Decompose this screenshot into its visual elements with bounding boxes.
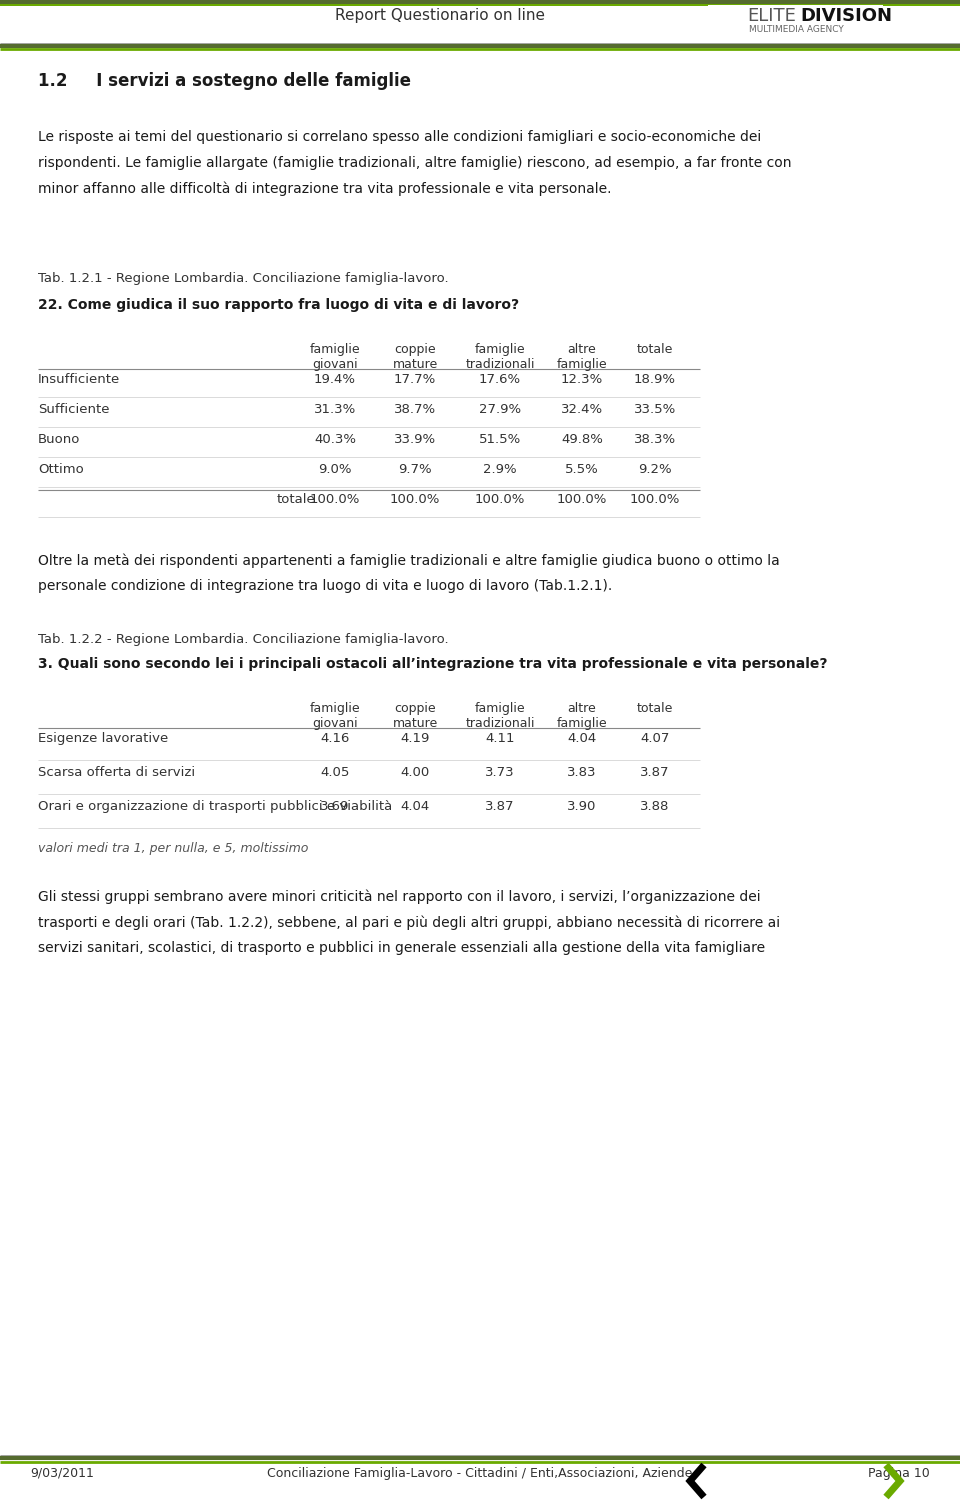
Text: 51.5%: 51.5% <box>479 433 521 447</box>
Text: 3.83: 3.83 <box>567 766 597 779</box>
Text: 100.0%: 100.0% <box>390 493 441 505</box>
Text: coppie
mature: coppie mature <box>393 343 438 371</box>
Bar <box>708 5 883 41</box>
Text: famiglie
giovani: famiglie giovani <box>310 702 360 729</box>
Text: 38.3%: 38.3% <box>634 433 676 447</box>
Text: 9.0%: 9.0% <box>319 463 351 475</box>
Text: 19.4%: 19.4% <box>314 373 356 387</box>
Text: 4.04: 4.04 <box>400 800 430 814</box>
Text: Gli stessi gruppi sembrano avere minori criticità nel rapporto con il lavoro, i : Gli stessi gruppi sembrano avere minori … <box>38 889 760 904</box>
Text: Ottimo: Ottimo <box>38 463 84 475</box>
Text: Tab. 1.2.2 - Regione Lombardia. Conciliazione famiglia-lavoro.: Tab. 1.2.2 - Regione Lombardia. Concilia… <box>38 633 448 647</box>
Text: rispondenti. Le famiglie allargate (famiglie tradizionali, altre famiglie) riesc: rispondenti. Le famiglie allargate (fami… <box>38 156 791 170</box>
Bar <box>0 5 960 6</box>
Text: famiglie
tradizionali: famiglie tradizionali <box>466 702 535 729</box>
Text: 12.3%: 12.3% <box>561 373 603 387</box>
Text: Conciliazione Famiglia-Lavoro - Cittadini / Enti,Associazioni, Aziende: Conciliazione Famiglia-Lavoro - Cittadin… <box>267 1466 693 1480</box>
Text: 32.4%: 32.4% <box>561 403 603 417</box>
Text: Pagina 10: Pagina 10 <box>868 1466 930 1480</box>
Text: Buono: Buono <box>38 433 81 447</box>
Text: 4.05: 4.05 <box>321 766 349 779</box>
Text: 5.5%: 5.5% <box>565 463 599 475</box>
Text: 3.88: 3.88 <box>640 800 670 814</box>
Text: 38.7%: 38.7% <box>394 403 436 417</box>
Text: Insufficiente: Insufficiente <box>38 373 120 387</box>
Bar <box>0 0 960 5</box>
Text: 3.87: 3.87 <box>640 766 670 779</box>
Text: Scarsa offerta di servizi: Scarsa offerta di servizi <box>38 766 195 779</box>
Text: servizi sanitari, scolastici, di trasporto e pubblici in generale essenziali all: servizi sanitari, scolastici, di traspor… <box>38 942 765 955</box>
Text: Orari e organizzazione di trasporti pubblici e viabilità: Orari e organizzazione di trasporti pubb… <box>38 800 393 814</box>
Text: valori medi tra 1, per nulla, e 5, moltissimo: valori medi tra 1, per nulla, e 5, molti… <box>38 842 308 854</box>
Text: totale: totale <box>636 702 673 714</box>
Text: MULTIMEDIA AGENCY: MULTIMEDIA AGENCY <box>749 26 844 35</box>
Text: 4.07: 4.07 <box>640 732 670 744</box>
Text: Esigenze lavorative: Esigenze lavorative <box>38 732 168 744</box>
Text: 100.0%: 100.0% <box>557 493 607 505</box>
Text: 17.6%: 17.6% <box>479 373 521 387</box>
Text: 4.11: 4.11 <box>485 732 515 744</box>
Text: 49.8%: 49.8% <box>561 433 603 447</box>
Text: 40.3%: 40.3% <box>314 433 356 447</box>
Text: 9.2%: 9.2% <box>638 463 672 475</box>
Text: 3. Quali sono secondo lei i principali ostacoli all’integrazione tra vita profes: 3. Quali sono secondo lei i principali o… <box>38 657 828 671</box>
Text: 2.9%: 2.9% <box>483 463 516 475</box>
Text: 3.69: 3.69 <box>321 800 349 814</box>
Text: 3.90: 3.90 <box>567 800 597 814</box>
Bar <box>708 5 883 41</box>
Bar <box>0 6 960 44</box>
Text: 100.0%: 100.0% <box>475 493 525 505</box>
Text: 4.16: 4.16 <box>321 732 349 744</box>
Text: totale: totale <box>636 343 673 356</box>
Text: Tab. 1.2.1 - Regione Lombardia. Conciliazione famiglia-lavoro.: Tab. 1.2.1 - Regione Lombardia. Concilia… <box>38 272 448 284</box>
Text: 4.19: 4.19 <box>400 732 430 744</box>
Text: trasporti e degli orari (Tab. 1.2.2), sebbene, al pari e più degli altri gruppi,: trasporti e degli orari (Tab. 1.2.2), se… <box>38 914 780 929</box>
Text: 4.04: 4.04 <box>567 732 596 744</box>
Text: totale: totale <box>276 493 315 505</box>
Text: 33.5%: 33.5% <box>634 403 676 417</box>
Text: ELITE: ELITE <box>747 8 796 26</box>
Text: 22. Come giudica il suo rapporto fra luogo di vita e di lavoro?: 22. Come giudica il suo rapporto fra luo… <box>38 298 519 311</box>
Text: 17.7%: 17.7% <box>394 373 436 387</box>
Text: 4.00: 4.00 <box>400 766 430 779</box>
Text: 31.3%: 31.3% <box>314 403 356 417</box>
Text: Report Questionario on line: Report Questionario on line <box>335 8 545 23</box>
Text: 18.9%: 18.9% <box>634 373 676 387</box>
Text: 100.0%: 100.0% <box>310 493 360 505</box>
Text: DIVISION: DIVISION <box>800 8 892 26</box>
Text: 1.2     I servizi a sostegno delle famiglie: 1.2 I servizi a sostegno delle famiglie <box>38 72 411 90</box>
Text: 33.9%: 33.9% <box>394 433 436 447</box>
Text: Sufficiente: Sufficiente <box>38 403 109 417</box>
Text: 9/03/2011: 9/03/2011 <box>30 1466 94 1480</box>
Text: 3.73: 3.73 <box>485 766 515 779</box>
Text: Le risposte ai temi del questionario si correlano spesso alle condizioni famigli: Le risposte ai temi del questionario si … <box>38 129 761 144</box>
Text: famiglie
tradizionali: famiglie tradizionali <box>466 343 535 371</box>
Text: altre
famiglie: altre famiglie <box>557 702 608 729</box>
Text: 27.9%: 27.9% <box>479 403 521 417</box>
Text: Oltre la metà dei rispondenti appartenenti a famiglie tradizionali e altre famig: Oltre la metà dei rispondenti appartenen… <box>38 553 780 567</box>
Text: 100.0%: 100.0% <box>630 493 681 505</box>
Text: altre
famiglie: altre famiglie <box>557 343 608 371</box>
Text: 9.7%: 9.7% <box>398 463 432 475</box>
Text: personale condizione di integrazione tra luogo di vita e luogo di lavoro (Tab.1.: personale condizione di integrazione tra… <box>38 579 612 593</box>
Text: 3.87: 3.87 <box>485 800 515 814</box>
Text: coppie
mature: coppie mature <box>393 702 438 729</box>
Text: minor affanno alle difficoltà di integrazione tra vita professionale e vita pers: minor affanno alle difficoltà di integra… <box>38 182 612 197</box>
Text: famiglie
giovani: famiglie giovani <box>310 343 360 371</box>
